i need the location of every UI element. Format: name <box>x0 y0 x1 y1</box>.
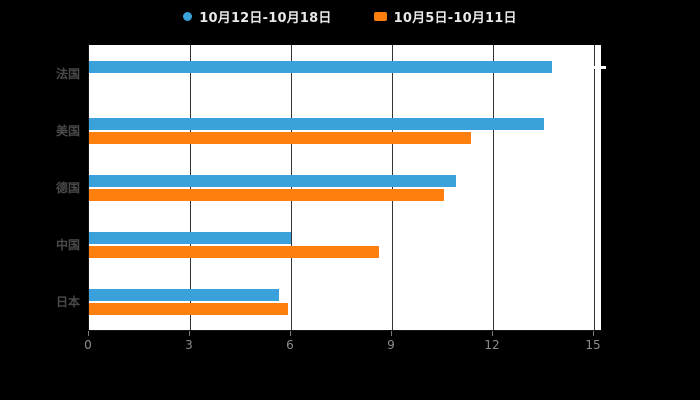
x-axis-tick-mark <box>391 331 392 336</box>
legend-item-label: 10月5日-10月11日 <box>393 11 517 26</box>
gridline <box>594 45 595 330</box>
x-axis-tick-label: 9 <box>387 338 395 352</box>
legend: 10月12日-10月18日 10月5日-10月11日 <box>0 7 700 26</box>
category-label-4: 日本 <box>55 294 80 309</box>
x-axis-tick-mark <box>593 331 594 336</box>
legend-marker-icon <box>183 12 193 21</box>
x-axis-tick-mark <box>88 331 89 336</box>
x-axis-tick-label: 0 <box>84 338 92 352</box>
x-axis-tick-label: 15 <box>585 338 601 352</box>
gridline <box>291 45 292 330</box>
x-axis-tick-label: 3 <box>185 338 193 352</box>
bar-中国-series0[interactable] <box>89 231 291 244</box>
bar-美国-series0[interactable] <box>89 117 544 130</box>
bar-德国-series0[interactable] <box>89 174 456 187</box>
gridline <box>392 45 393 330</box>
bar-日本-series1[interactable] <box>89 302 288 315</box>
x-axis-tick-label: 12 <box>484 338 500 352</box>
legend-marker-icon <box>373 12 387 21</box>
x-axis-tick-mark <box>492 331 493 336</box>
gridline <box>190 45 191 330</box>
gridline <box>493 45 494 330</box>
bar-美国-series1[interactable] <box>89 131 471 144</box>
category-label-1: 美国 <box>55 123 80 138</box>
category-label-0: 法国 <box>55 66 80 81</box>
bar-法国-series0[interactable] <box>89 60 552 73</box>
legend-item-0[interactable]: 10月12日-10月18日 <box>183 7 331 26</box>
bar-中国-series1[interactable] <box>89 245 379 258</box>
x-axis-tick-mark <box>189 331 190 336</box>
legend-item-1[interactable]: 10月5日-10月11日 <box>373 7 517 26</box>
category-label-2: 德国 <box>55 180 80 195</box>
plot-area <box>88 45 601 331</box>
legend-item-label: 10月12日-10月18日 <box>199 11 332 26</box>
bar-德国-series1[interactable] <box>89 188 444 201</box>
label-fragment-artifact <box>593 66 606 69</box>
x-axis-tick-mark <box>290 331 291 336</box>
x-axis-tick-label: 6 <box>286 338 294 352</box>
bar-日本-series0[interactable] <box>89 288 279 301</box>
category-label-3: 中国 <box>55 237 80 252</box>
